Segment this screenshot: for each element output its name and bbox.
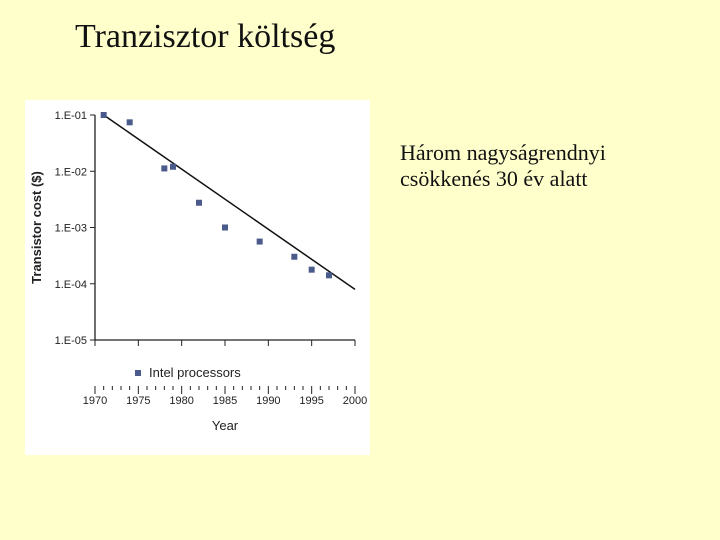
annotation-line-1: Három nagyságrendnyi — [400, 140, 606, 165]
svg-text:1975: 1975 — [126, 395, 150, 407]
svg-text:1995: 1995 — [299, 395, 323, 407]
svg-text:1980: 1980 — [169, 395, 193, 407]
annotation-text: Három nagyságrendnyi csökkenés 30 év ala… — [400, 140, 690, 193]
annotation-line-2: csökkenés 30 év alatt — [400, 166, 588, 191]
svg-text:1.E-01: 1.E-01 — [55, 110, 87, 122]
svg-text:Transistor cost ($): Transistor cost ($) — [29, 171, 44, 284]
svg-text:1970: 1970 — [83, 395, 107, 407]
svg-text:1990: 1990 — [256, 395, 280, 407]
svg-text:1.E-03: 1.E-03 — [55, 223, 87, 235]
svg-text:1.E-02: 1.E-02 — [55, 166, 87, 178]
svg-text:2000: 2000 — [343, 395, 367, 407]
svg-text:Intel processors: Intel processors — [149, 365, 241, 380]
chart-panel: 1.E-05 1.E-04 1.E-03 1.E-02 1.E-01 1970 1975 19… — [25, 100, 370, 455]
svg-text:1.E-04: 1.E-04 — [55, 279, 87, 291]
svg-text:1.E-05: 1.E-05 — [55, 335, 87, 347]
transistor-cost-chart: 1.E-05 1.E-04 1.E-03 1.E-02 1.E-01 1970 1975 19… — [25, 100, 370, 455]
slide-title: Tranzisztor költség — [75, 18, 335, 56]
svg-text:1985: 1985 — [213, 395, 237, 407]
svg-text:Year: Year — [212, 418, 239, 433]
slide: Tranzisztor költség Három nagyságrendnyi… — [0, 0, 720, 540]
